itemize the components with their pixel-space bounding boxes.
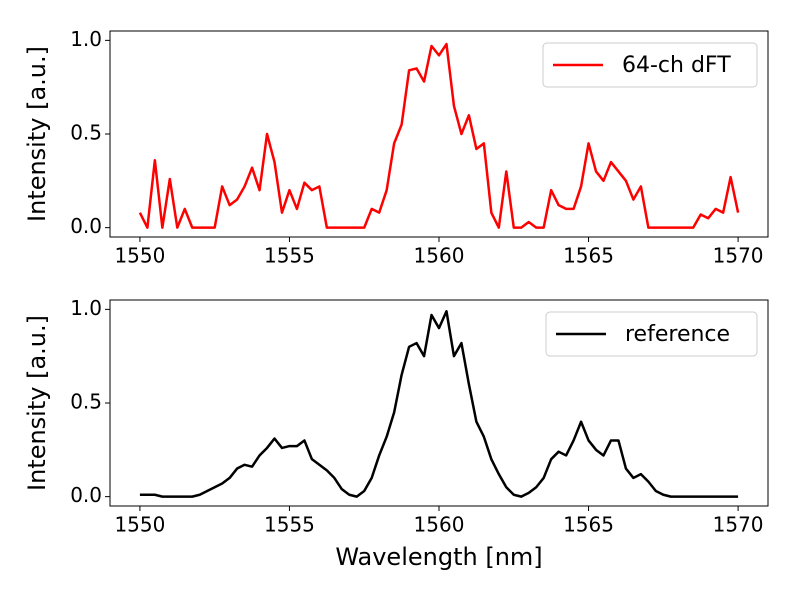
x-axis-label: Wavelength [nm] — [335, 543, 542, 571]
x-tick-label: 1570 — [713, 513, 764, 537]
y-tick-label: 1.0 — [70, 296, 102, 320]
legend-box — [542, 42, 758, 88]
y-tick-label: 0.5 — [70, 390, 102, 414]
data-line — [139, 309, 739, 498]
data-line — [138, 42, 740, 229]
y-tick-label: 1.0 — [70, 27, 102, 51]
plot-frame — [109, 30, 769, 238]
y-tick-label: 0.5 — [70, 121, 102, 145]
x-tick-label: 1565 — [563, 513, 614, 537]
x-tick-label: 1550 — [114, 244, 165, 268]
x-tick-label: 1550 — [114, 513, 165, 537]
legend-label: 64-ch dFT — [622, 53, 731, 78]
x-tick-label: 1560 — [414, 513, 465, 537]
x-tick-label: 1555 — [264, 513, 315, 537]
x-tick-label: 1560 — [414, 244, 465, 268]
plot-frame — [109, 299, 769, 507]
legend-label: reference — [625, 322, 730, 347]
y-axis-label: Intensity [a.u.] — [23, 46, 51, 222]
y-tick-label: 0.0 — [70, 214, 102, 238]
x-tick-label: 1555 — [264, 244, 315, 268]
x-tick-label: 1570 — [713, 244, 764, 268]
legend-box — [545, 311, 758, 357]
y-tick-label: 0.0 — [70, 483, 102, 507]
y-axis-label: Intensity [a.u.] — [23, 315, 51, 491]
x-tick-label: 1565 — [563, 244, 614, 268]
